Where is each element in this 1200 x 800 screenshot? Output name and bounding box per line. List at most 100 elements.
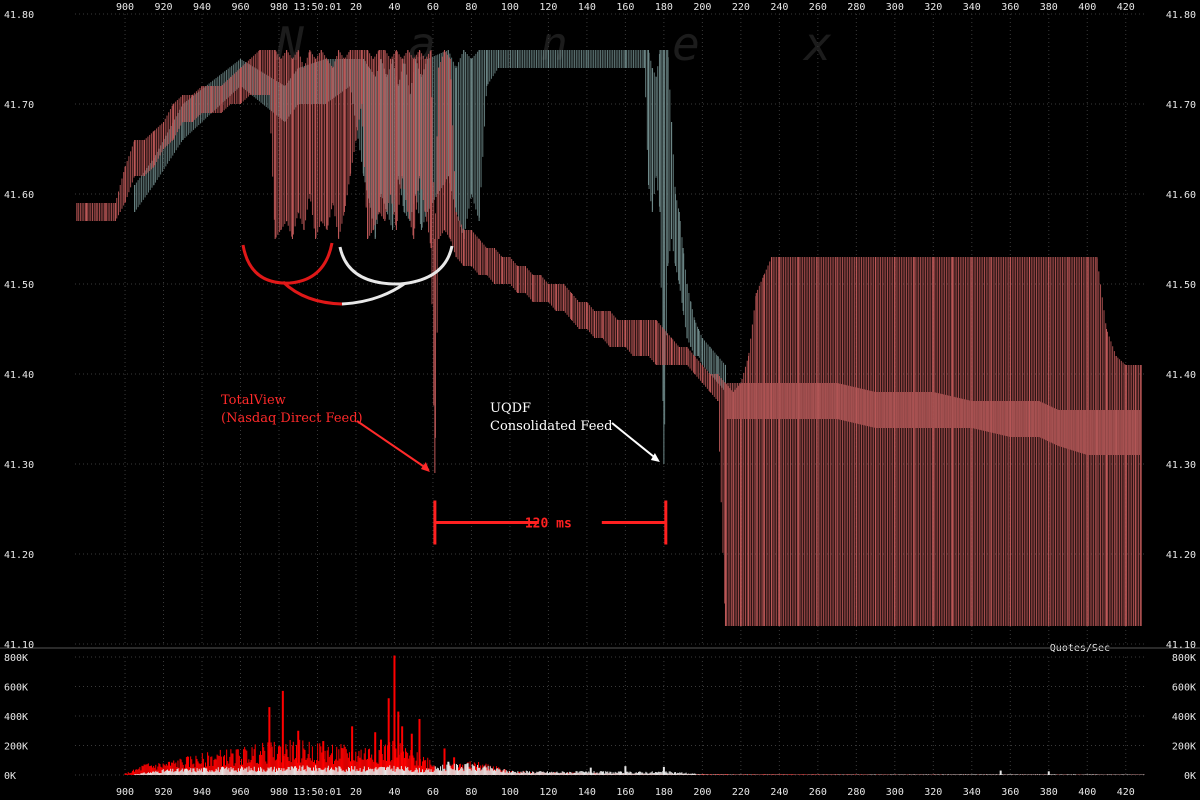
x-tick-label-bottom: 300 — [886, 787, 904, 798]
volume-tick-label-right: 800K — [1172, 653, 1196, 664]
x-tick-label-top: 320 — [924, 2, 942, 13]
x-tick-label-top: 960 — [231, 2, 249, 13]
y-tick-label-right: 41.50 — [1166, 280, 1196, 291]
x-tick-label-top: 940 — [193, 2, 211, 13]
y-tick-label-right: 41.80 — [1166, 10, 1196, 21]
x-tick-label-top: 380 — [1040, 2, 1058, 13]
x-tick-label-top: 400 — [1078, 2, 1096, 13]
uqdf-arrowhead — [650, 453, 660, 462]
x-tick-label-bottom: 100 — [501, 787, 519, 798]
volume-tick-label-left: 800K — [4, 653, 28, 664]
watermark-letter: x — [802, 17, 832, 71]
x-tick-label-top: 220 — [732, 2, 750, 13]
x-tick-label-bottom: 80 — [465, 787, 477, 798]
volume-tick-label-left: 200K — [4, 742, 28, 753]
x-tick-label-bottom: 380 — [1040, 787, 1058, 798]
x-tick-label-top: 420 — [1117, 2, 1135, 13]
totalview-arrow — [356, 420, 430, 471]
x-tick-label-top: 13:50:01 — [293, 2, 341, 13]
x-tick-label-bottom: 420 — [1117, 787, 1135, 798]
x-tick-label-bottom: 320 — [924, 787, 942, 798]
x-tick-label-top: 140 — [578, 2, 596, 13]
y-tick-label-right: 41.70 — [1166, 100, 1196, 111]
volume-tick-label-right: 400K — [1172, 712, 1196, 723]
x-tick-label-top: 80 — [465, 2, 477, 13]
x-tick-label-bottom: 920 — [154, 787, 172, 798]
x-tick-label-bottom: 280 — [847, 787, 865, 798]
y-tick-label-left: 41.50 — [4, 280, 34, 291]
y-tick-label-left: 41.10 — [4, 640, 34, 651]
watermark-letter: e — [672, 17, 700, 71]
y-tick-label-right: 41.30 — [1166, 460, 1196, 471]
x-tick-label-bottom: 40 — [388, 787, 400, 798]
x-tick-label-bottom: 160 — [616, 787, 634, 798]
y-tick-label-right: 41.40 — [1166, 370, 1196, 381]
x-tick-label-top: 340 — [963, 2, 981, 13]
volume-tick-label-left: 0K — [4, 771, 16, 782]
x-tick-label-top: 40 — [388, 2, 400, 13]
y-tick-label-left: 41.30 — [4, 460, 34, 471]
x-tick-label-bottom: 360 — [1001, 787, 1019, 798]
y-tick-label-left: 41.40 — [4, 370, 34, 381]
totalview-label: TotalView — [221, 393, 286, 408]
uqdf-arrow — [611, 422, 659, 461]
uqdf-label-sub: Consolidated Feed — [490, 419, 612, 434]
x-tick-label-bottom: 13:50:01 — [293, 787, 341, 798]
x-tick-label-bottom: 260 — [809, 787, 827, 798]
uqdf-label: UQDF — [490, 401, 531, 416]
y-tick-label-left: 41.80 — [4, 10, 34, 21]
x-tick-label-bottom: 940 — [193, 787, 211, 798]
cross-arc-white — [341, 282, 405, 306]
totalview-series — [76, 50, 1142, 626]
volume-tick-label-right: 200K — [1172, 742, 1196, 753]
annotations: TotalView (Nasdaq Direct Feed) UQDF Consoli… — [221, 242, 668, 545]
x-tick-label-bottom: 120 — [539, 787, 557, 798]
x-tick-label-top: 260 — [809, 2, 827, 13]
lock-arc-red — [241, 242, 334, 285]
x-tick-label-top: 100 — [501, 2, 519, 13]
y-tick-label-left: 41.20 — [4, 550, 34, 561]
x-tick-label-bottom: 180 — [655, 787, 673, 798]
x-tick-label-top: 200 — [693, 2, 711, 13]
lock-arc-white — [338, 245, 454, 286]
y-tick-label-right: 41.60 — [1166, 190, 1196, 201]
x-tick-label-top: 280 — [847, 2, 865, 13]
x-tick-label-bottom: 960 — [231, 787, 249, 798]
x-tick-label-top: 120 — [539, 2, 557, 13]
x-tick-label-bottom: 20 — [350, 787, 362, 798]
x-tick-label-bottom: 140 — [578, 787, 596, 798]
x-tick-label-top: 300 — [886, 2, 904, 13]
y-tick-label-right: 41.10 — [1166, 640, 1196, 651]
x-tick-label-bottom: 340 — [963, 787, 981, 798]
x-tick-label-top: 360 — [1001, 2, 1019, 13]
x-tick-label-bottom: 980 — [270, 787, 288, 798]
x-tick-label-bottom: 60 — [427, 787, 439, 798]
x-tick-label-bottom: 240 — [770, 787, 788, 798]
x-tick-label-top: 60 — [427, 2, 439, 13]
x-tick-label-bottom: 900 — [116, 787, 134, 798]
latency-label: 120 ms — [525, 517, 572, 532]
volume-tick-label-left: 400K — [4, 712, 28, 723]
volume-tick-label-right: 0K — [1184, 771, 1196, 782]
x-tick-label-top: 980 — [270, 2, 288, 13]
x-tick-label-top: 180 — [655, 2, 673, 13]
totalview-arrowhead — [420, 462, 430, 472]
x-tick-label-bottom: 200 — [693, 787, 711, 798]
totalview-label-sub: (Nasdaq Direct Feed) — [221, 411, 363, 426]
x-tick-label-bottom: 220 — [732, 787, 750, 798]
y-tick-label-left: 41.70 — [4, 100, 34, 111]
x-tick-label-top: 900 — [116, 2, 134, 13]
cross-arc-red — [281, 280, 343, 306]
x-tick-label-top: 240 — [770, 2, 788, 13]
x-tick-label-bottom: 400 — [1078, 787, 1096, 798]
y-tick-label-right: 41.20 — [1166, 550, 1196, 561]
x-tick-label-top: 920 — [154, 2, 172, 13]
x-tick-label-top: 20 — [350, 2, 362, 13]
volume-tick-label-right: 600K — [1172, 683, 1196, 694]
x-tick-label-top: 160 — [616, 2, 634, 13]
y-tick-label-left: 41.60 — [4, 190, 34, 201]
volume-tick-label-left: 600K — [4, 683, 28, 694]
